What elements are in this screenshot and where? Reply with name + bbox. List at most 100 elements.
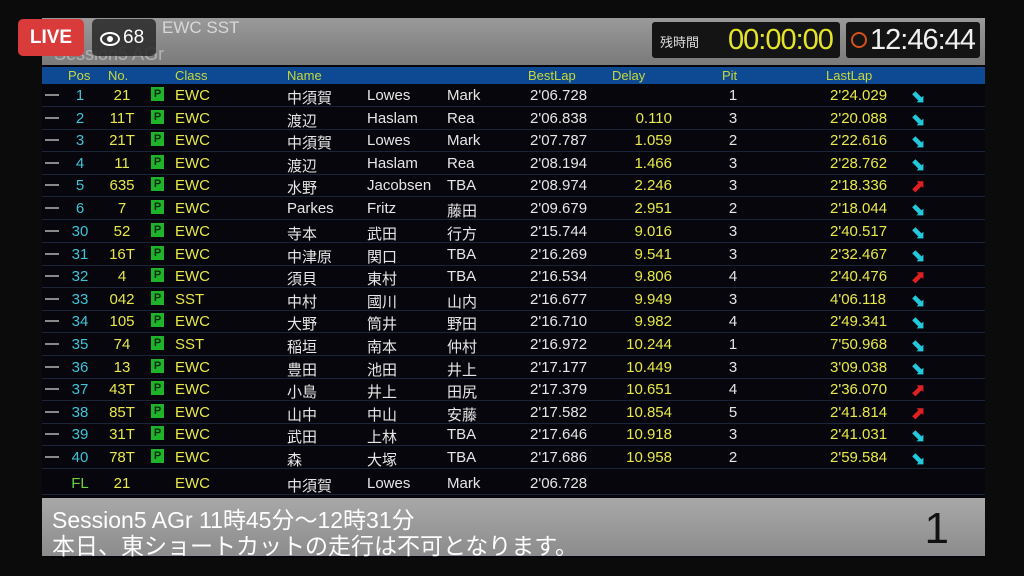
rider1-cell: 渡辺 [287, 157, 318, 175]
rider3-cell: 野田 [447, 316, 478, 334]
trend-down-arrow-icon: ⬊ [910, 131, 926, 151]
trend-down-arrow-icon: ⬊ [910, 222, 926, 242]
rider1-cell: 寺本 [287, 226, 318, 243]
number-cell: 52 [113, 223, 131, 240]
pit-cell: 3 [728, 154, 738, 172]
rider1-cell: 渡辺 [287, 112, 318, 130]
viewer-count-badge: 68 [92, 19, 156, 56]
delay-cell: 10.958 [626, 449, 672, 466]
pit-flag-icon: P [151, 268, 164, 283]
class-cell: EWC [175, 109, 210, 127]
fastest-lap-row: FL 21 EWC 中須賀 Lowes Mark 2'06.728 [42, 472, 985, 495]
number-cell: 042 [109, 290, 135, 308]
rider3-cell: 仲村 [447, 339, 478, 356]
pos-cell: 31 [71, 245, 89, 263]
pit-cell: 3 [728, 177, 738, 194]
message-page: 1 [924, 504, 949, 553]
pos-cell: 30 [71, 223, 89, 240]
pit-cell: 4 [728, 313, 738, 331]
rider3-cell: Mark [447, 132, 481, 149]
fl-number: 21 [113, 475, 131, 492]
rider2-cell: 大塚 [367, 452, 398, 469]
delay-cell: 10.244 [626, 336, 672, 353]
pos-cell: 5 [75, 177, 85, 194]
bestlap-cell: 2'17.177 [530, 358, 588, 376]
category-title: EWC SST [162, 18, 240, 37]
rider3-cell: TBA [447, 449, 477, 466]
col-name: Name [287, 68, 322, 83]
number-cell: 74 [113, 336, 131, 353]
pit-cell: 2 [728, 449, 738, 466]
col-bestlap: BestLap [528, 68, 576, 83]
lastlap-cell: 2'49.341 [830, 313, 888, 331]
bestlap-cell: 2'16.972 [530, 336, 588, 353]
pit-flag-icon: P [151, 154, 164, 169]
pit-flag-icon: P [151, 403, 164, 418]
pit-flag-icon: P [151, 109, 164, 124]
rider1-cell: 小島 [287, 384, 318, 402]
pit-cell: 3 [728, 245, 738, 263]
live-badge: LIVE [18, 19, 84, 56]
rider1-cell: 山中 [287, 406, 318, 424]
rider2-cell: Fritz [367, 199, 397, 217]
class-cell: EWC [175, 154, 210, 172]
table-row: 1 21 P EWC 中須賀 Lowes Mark 2'06.728 1 2'24.029 ⬊ [42, 84, 985, 107]
pos-cell: 35 [71, 336, 89, 353]
trend-down-arrow-icon: ⬊ [910, 244, 926, 265]
number-cell: 13 [113, 358, 131, 376]
bestlap-cell: 2'17.646 [530, 426, 588, 444]
position-change-icon [45, 139, 59, 141]
remaining-time: 00:00:00 [728, 24, 834, 56]
number-cell: 43T [109, 381, 135, 399]
bestlap-cell: 2'16.677 [530, 290, 588, 308]
position-change-icon [45, 297, 59, 300]
position-change-icon [45, 252, 59, 255]
lastlap-cell: 2'36.070 [830, 381, 888, 399]
number-cell: 11T [109, 109, 135, 127]
rider2-cell: Jacobsen [367, 177, 432, 194]
delay-cell: 2.246 [634, 177, 672, 194]
message-line1: Session5 AGr 11時45分～12時31分 [52, 507, 415, 533]
rider3-cell: 山内 [447, 293, 478, 311]
lastlap-cell: 2'59.584 [830, 449, 888, 466]
number-cell: 11 [114, 154, 130, 172]
class-cell: EWC [175, 87, 210, 104]
rider3-cell: Rea [447, 109, 475, 127]
pit-cell: 5 [728, 403, 738, 421]
rider3-cell: TBA [447, 177, 477, 194]
rider1-cell: 大野 [287, 316, 318, 334]
trend-down-arrow-icon: ⬊ [910, 153, 926, 174]
message-line2: 本日、東ショートカットの走行は不可となります。 [52, 533, 579, 559]
rider2-cell: 南本 [367, 339, 398, 356]
pos-cell: 34 [71, 313, 89, 331]
col-pos: Pos [68, 68, 91, 83]
rider1-cell: 森 [287, 452, 303, 469]
rider2-cell: Haslam [367, 109, 418, 127]
fl-class: EWC [175, 475, 210, 492]
fl-rider1: 中須賀 [287, 478, 333, 495]
pos-cell: 1 [75, 87, 85, 104]
table-row: 32 4 P EWC 須貝 東村 TBA 2'16.534 9.806 4 2'40.476 ⬈ [42, 265, 985, 289]
number-cell: 21T [109, 132, 135, 149]
lastlap-cell: 2'18.336 [830, 177, 888, 194]
rider2-cell: 中山 [367, 406, 398, 424]
bestlap-cell: 2'15.744 [530, 223, 588, 240]
delay-cell: 10.918 [626, 426, 672, 444]
delay-cell: 9.541 [634, 245, 672, 263]
table-row: 38 85T P EWC 山中 中山 安藤 2'17.582 10.854 5 2'41.814 ⬈ [42, 401, 985, 424]
table-header: Pos No. Class Name BestLap Delay Pit Las… [42, 67, 985, 84]
number-cell: 78T [109, 449, 135, 466]
position-change-icon [45, 365, 59, 368]
rider2-cell: 井上 [367, 384, 398, 402]
trend-down-arrow-icon: ⬊ [910, 425, 926, 446]
bestlap-cell: 2'16.710 [530, 313, 588, 331]
table-row: 30 52 P EWC 寺本 武田 行方 2'15.744 9.016 3 2'40.517 ⬊ [42, 220, 985, 243]
lastlap-cell: 2'41.031 [830, 426, 888, 444]
pos-cell: 38 [71, 403, 89, 421]
table-row: 40 78T P EWC 森 大塚 TBA 2'17.686 10.958 2 2'59.584 ⬊ [42, 446, 985, 469]
position-change-icon [45, 410, 59, 413]
rider2-cell: 関口 [367, 248, 398, 266]
pos-cell: 37 [71, 381, 89, 399]
rider3-cell: 安藤 [447, 406, 478, 424]
table-row: 36 13 P EWC 豊田 池田 井上 2'17.177 10.449 3 3'09.038 ⬊ [42, 356, 985, 379]
